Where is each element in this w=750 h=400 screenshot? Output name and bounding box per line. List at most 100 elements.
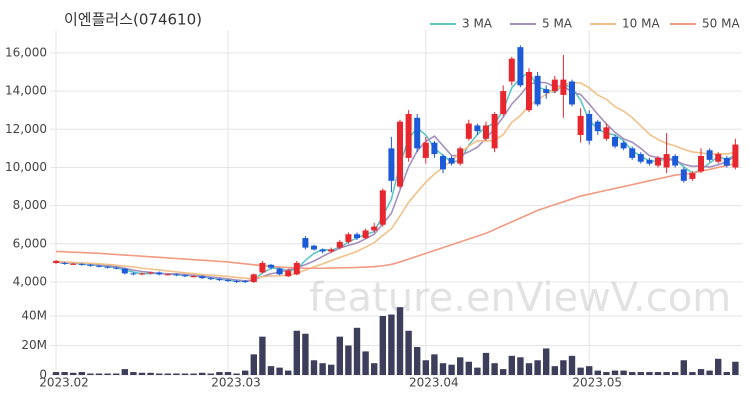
candle-body <box>104 266 111 268</box>
volume-bar <box>586 366 593 375</box>
ma-line <box>55 81 736 279</box>
volume-bar <box>371 363 378 375</box>
candle-body <box>706 150 713 160</box>
volume-bar <box>723 372 730 375</box>
candle-body <box>362 230 369 239</box>
candle-body <box>388 148 395 181</box>
candle-body <box>139 273 145 275</box>
candle-body <box>182 275 188 277</box>
volume-bar <box>379 316 386 375</box>
candle-body <box>207 278 214 280</box>
volume-bar <box>181 373 189 375</box>
candle-body <box>130 273 137 275</box>
candle-body <box>689 173 696 179</box>
volume-bar <box>156 373 163 375</box>
volume-bar <box>224 372 232 375</box>
volume-bar <box>396 307 404 375</box>
candle-body <box>560 79 567 95</box>
ma-line <box>55 70 736 283</box>
volume-bar <box>663 372 670 375</box>
volume-bar <box>637 372 644 375</box>
y-tick-label: 12,000 <box>5 122 47 136</box>
volume-bar <box>267 366 275 375</box>
volume-bar <box>491 363 498 375</box>
volume-bar <box>95 373 103 375</box>
volume-bar <box>233 373 240 375</box>
volume-bar <box>61 372 68 375</box>
volume-bar <box>457 357 464 375</box>
volume-bar <box>310 360 318 375</box>
volume-bar <box>474 367 481 375</box>
volume-bar <box>715 358 722 375</box>
candle-body <box>233 281 240 283</box>
volume-bar <box>543 348 550 375</box>
candle-body <box>500 91 507 114</box>
candle-body <box>285 270 292 277</box>
candle-body <box>70 263 77 265</box>
volume-bar <box>534 360 541 375</box>
volume-bar <box>568 355 576 375</box>
candle-body <box>113 267 120 269</box>
candle-body <box>311 245 317 250</box>
x-tick-label: 2023.05 <box>572 376 622 390</box>
volume-bar <box>680 360 687 375</box>
candle-body <box>354 234 360 239</box>
volume-bar <box>113 373 120 375</box>
volume-bar <box>560 360 567 375</box>
volume-bar <box>362 351 369 375</box>
candle-body <box>302 238 309 248</box>
volume-bar <box>259 336 266 375</box>
candle-body <box>732 144 739 168</box>
volume-bar <box>431 354 438 375</box>
candle-body <box>465 123 472 139</box>
legend-label: 3 MA <box>462 17 493 31</box>
candle-body <box>431 142 438 155</box>
volume-bar <box>706 370 713 375</box>
candle-body <box>405 113 412 158</box>
volume-bar <box>422 360 429 375</box>
candle-body <box>61 262 68 264</box>
volume-bar <box>78 372 85 375</box>
volume-bar <box>439 363 447 375</box>
y-tick-label: 40M <box>21 309 47 323</box>
volume-bar <box>611 370 619 375</box>
volume-bar <box>353 327 361 375</box>
candle-body <box>242 281 249 283</box>
candle-body <box>723 157 730 166</box>
candle-body <box>543 89 550 93</box>
volume-bar <box>405 330 412 375</box>
chart-title: 이엔플러스(074610) <box>64 11 202 29</box>
x-tick-label: 2023.02 <box>39 376 89 390</box>
candle-body <box>508 58 515 82</box>
x-tick-label: 2023.03 <box>211 376 261 390</box>
volume-bar <box>173 373 180 375</box>
y-tick-label: 6,000 <box>13 236 47 250</box>
candle-body <box>414 117 421 149</box>
volume-bar <box>138 372 146 375</box>
candle-body <box>397 121 403 187</box>
volume-bar <box>629 372 636 375</box>
candle-body <box>345 234 352 242</box>
legend-label: 50 MA <box>702 17 740 31</box>
volume-bar <box>242 370 249 375</box>
candle-body <box>483 125 489 139</box>
volume-bar <box>577 367 584 375</box>
candle-body <box>491 113 498 149</box>
candle-body <box>672 155 679 166</box>
candle-body <box>440 155 446 170</box>
candle-body <box>663 154 670 168</box>
candle-body <box>612 136 618 147</box>
ma-line <box>55 81 736 282</box>
volume-bar <box>388 314 395 375</box>
candle-body <box>164 274 171 276</box>
candle-body <box>156 272 163 275</box>
candle-body <box>173 274 180 276</box>
y-tick-label: 20M <box>21 338 47 352</box>
candle-body <box>586 113 593 141</box>
y-tick-label: 8,000 <box>13 198 47 212</box>
candle-body <box>293 262 300 275</box>
volume-bar <box>87 373 94 375</box>
candle-body <box>569 81 575 105</box>
legend-label: 10 MA <box>622 17 660 31</box>
y-tick-label: 10,000 <box>5 160 47 174</box>
